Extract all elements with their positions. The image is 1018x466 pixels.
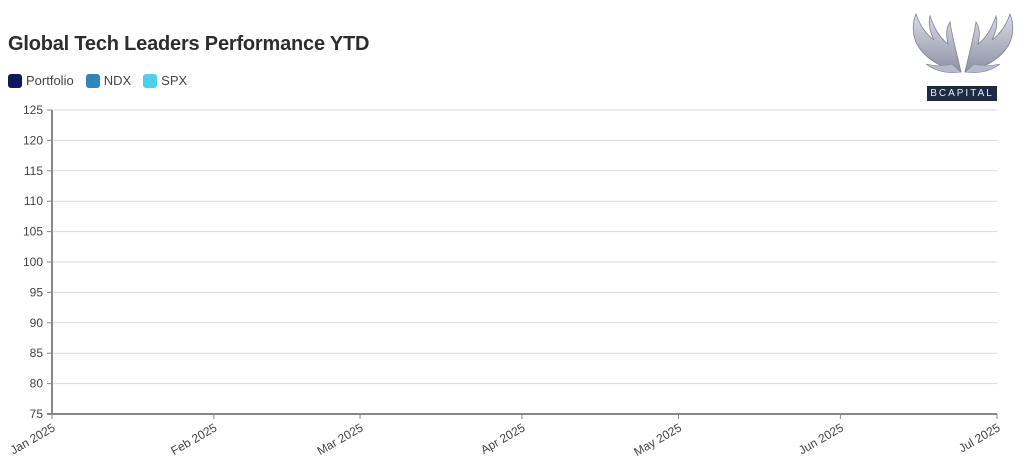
legend-label-ndx: NDX — [103, 73, 132, 88]
y-tick-label: 80 — [30, 377, 44, 391]
x-tick-label: Jul 2025 — [956, 420, 1003, 455]
x-tick-label: May 2025 — [631, 420, 684, 459]
x-tick-label: Jun 2025 — [796, 420, 846, 457]
legend-swatch-portfolio — [8, 73, 22, 88]
legend-swatch-ndx — [85, 73, 100, 88]
bcapital-logo: BCAPITAL — [908, 10, 1018, 104]
legend: Portfolio NDX SPX — [8, 73, 187, 88]
y-tick-label: 90 — [30, 316, 44, 330]
y-tick-label: 120 — [23, 133, 43, 147]
y-tick-label: 125 — [23, 103, 43, 117]
y-axis: 75 80 85 90 95 100 105 110 115 120 125 — [23, 103, 53, 421]
legend-swatch-spx — [143, 73, 158, 88]
logo-wordmark: BCAPITAL — [927, 86, 997, 101]
y-tick-label: 85 — [30, 346, 44, 360]
y-tick-label: 105 — [23, 225, 43, 239]
wings-icon — [912, 12, 1014, 74]
y-tick-label: 95 — [30, 285, 44, 299]
x-tick-label: Jan 2025 — [8, 420, 58, 457]
x-tick-label: Feb 2025 — [168, 420, 219, 458]
y-tick-label: 115 — [24, 164, 43, 178]
x-axis: Jan 2025 Feb 2025 Mar 2025 Apr 2025 May 2025… — [8, 413, 1003, 459]
x-tick-label: Mar 2025 — [315, 420, 366, 458]
legend-label-spx: SPX — [161, 73, 188, 88]
legend-item-portfolio[interactable]: Portfolio — [8, 73, 74, 88]
y-tick-label: 100 — [23, 255, 43, 269]
y-tick-label: 110 — [24, 194, 43, 208]
legend-item-ndx[interactable]: NDX — [85, 73, 132, 88]
legend-item-spx[interactable]: SPX — [143, 73, 187, 88]
chart-title: Global Tech Leaders Performance YTD — [8, 33, 370, 55]
grid-lines — [52, 109, 997, 385]
y-tick-label: 75 — [30, 407, 44, 421]
legend-label-portfolio: Portfolio — [26, 73, 74, 88]
x-tick-label: Apr 2025 — [478, 420, 527, 457]
